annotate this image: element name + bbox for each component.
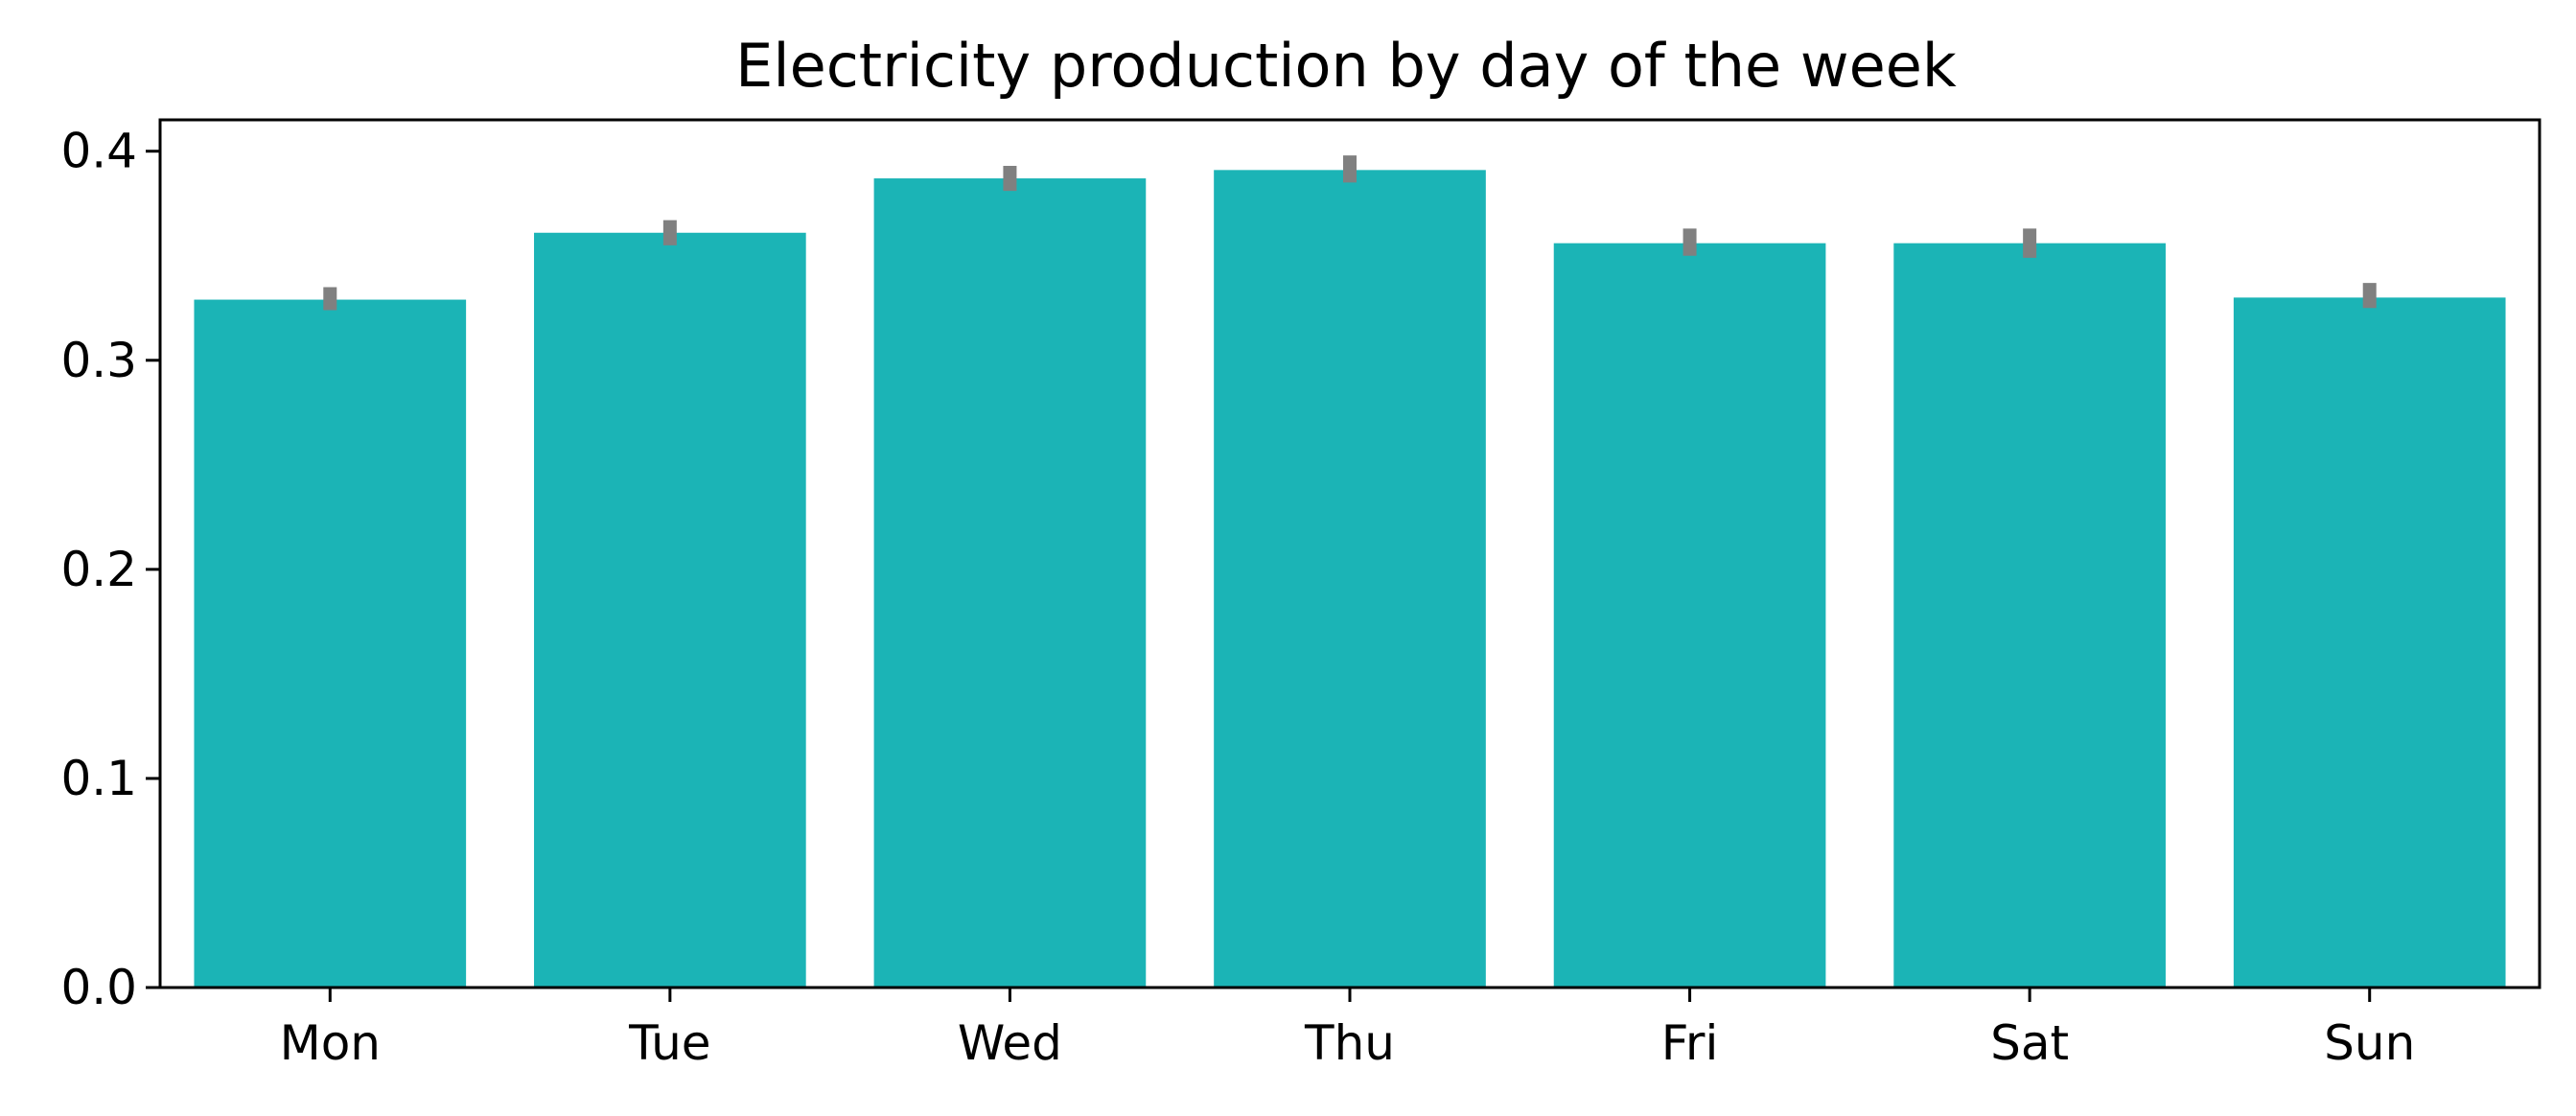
x-tick-label-sun: Sun <box>2324 1015 2415 1071</box>
x-tick-label-fri: Fri <box>1661 1015 1719 1071</box>
y-axis: 0.0 0.1 0.2 0.3 0.4 <box>60 124 160 1015</box>
x-tick-label-tue: Tue <box>628 1015 710 1071</box>
chart-title: Electricity production by day of the wee… <box>735 31 1957 101</box>
x-tick-label-thu: Thu <box>1304 1015 1395 1071</box>
bar-tue <box>534 232 806 988</box>
bar-sat <box>1893 243 2166 988</box>
x-tick-label-wed: Wed <box>958 1015 1062 1071</box>
x-tick-label-mon: Mon <box>280 1015 381 1071</box>
y-tick-label: 0.4 <box>60 124 137 179</box>
y-tick-label: 0.2 <box>60 542 137 597</box>
y-tick-label: 0.1 <box>60 751 137 806</box>
error-bars-layer <box>323 155 2377 311</box>
bar-thu <box>1214 170 1486 988</box>
x-tick-label-sat: Sat <box>1990 1015 2069 1071</box>
y-tick-label: 0.0 <box>60 960 137 1015</box>
x-axis: Mon Tue Wed Thu Fri Sat Sun <box>280 988 2415 1071</box>
bar-mon <box>194 299 467 988</box>
y-tick-label: 0.3 <box>60 333 137 388</box>
bar-fri <box>1553 243 1826 988</box>
bars-layer <box>194 170 2506 988</box>
bar-wed <box>873 178 1147 988</box>
bar-sun <box>2233 297 2506 988</box>
